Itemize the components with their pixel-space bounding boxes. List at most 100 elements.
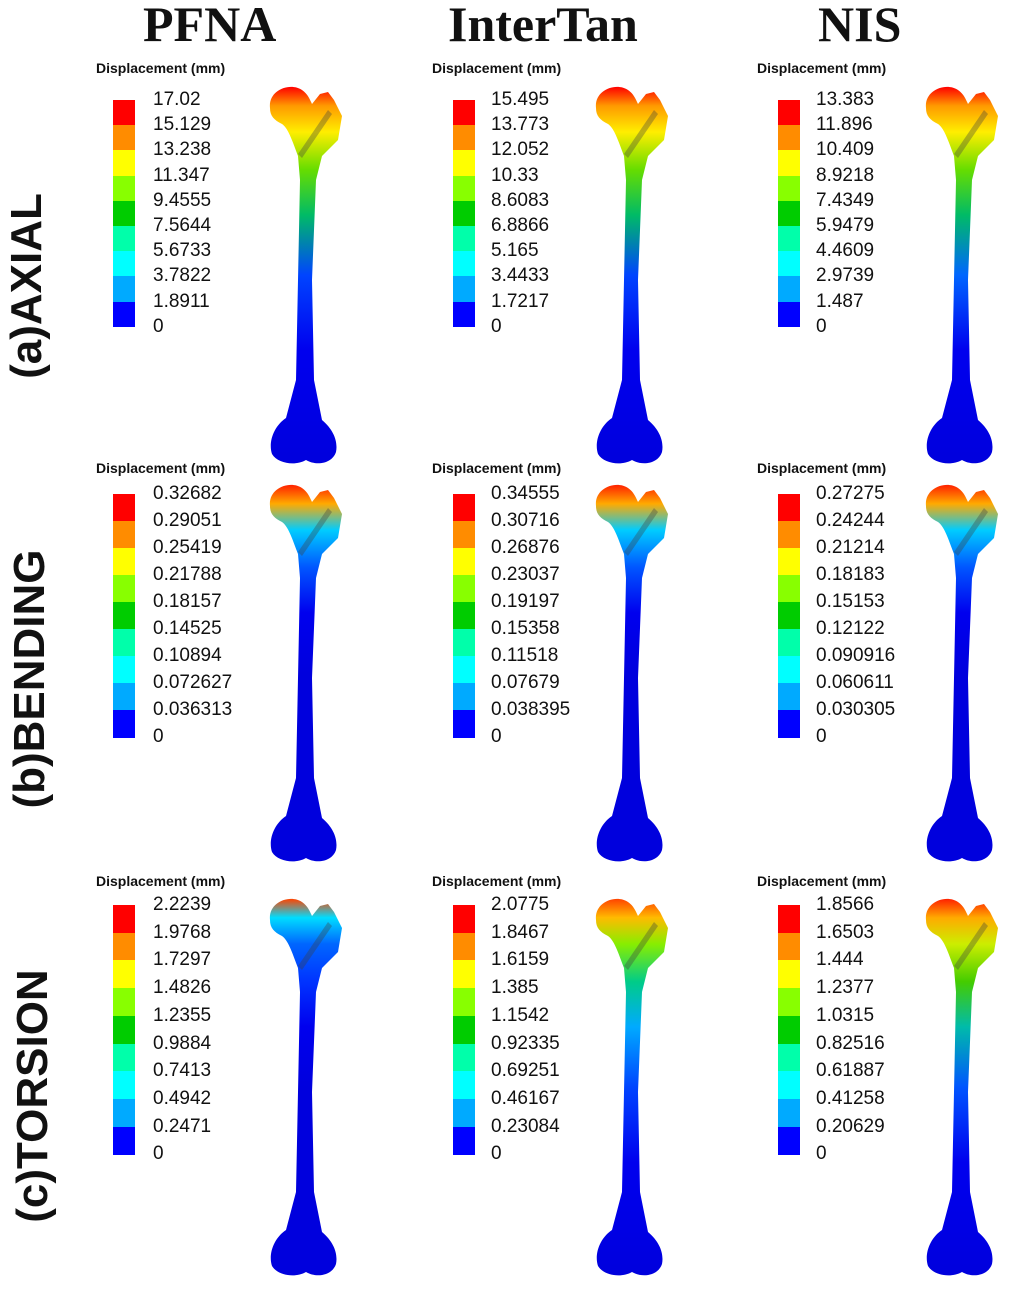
legend-tick-label: 8.9218: [816, 164, 875, 186]
legend-color-cell: [453, 301, 475, 328]
legend-tick-label: 0.7413: [153, 1060, 212, 1082]
legend-title: Displacement (mm): [96, 460, 226, 476]
legend-color-cell: [778, 575, 800, 603]
legend-color-cell: [778, 125, 800, 151]
implant-screw: [954, 110, 988, 158]
row-label-bending: (b)BENDING: [5, 549, 54, 809]
femur-surface: [595, 898, 668, 1276]
legend-color-cell: [113, 1015, 135, 1044]
legend-tick-label: 1.7217: [491, 290, 550, 312]
legend-color-cell: [453, 276, 475, 303]
legend-tick-label: 1.8911: [153, 290, 210, 312]
legend-tick-label: 8.6083: [491, 189, 550, 211]
legend-title: Displacement (mm): [757, 873, 887, 889]
column-title-intertan: InterTan: [448, 0, 638, 52]
legend-color-cell: [113, 960, 135, 989]
legend-color-cell: [113, 1071, 135, 1100]
femur-model: [595, 86, 668, 464]
row-label-axial: (a)AXIAL: [2, 193, 51, 379]
implant-screw: [954, 922, 988, 970]
legend-tick-label: 1.487: [816, 290, 864, 312]
legend-color-cell: [453, 125, 475, 151]
legend-color-cell: [113, 226, 135, 252]
legend-tick-label: 1.385: [491, 977, 539, 999]
legend-tick-label: 0.9884: [153, 1032, 212, 1054]
legend-color-cell: [453, 100, 475, 126]
legend-color-cell: [453, 602, 475, 630]
femur-displacement-contour: [588, 80, 678, 475]
legend-tick-label: 0.23037: [491, 564, 560, 585]
legend-color-cell: [113, 494, 135, 522]
legend-tick-label: 0.23084: [491, 1115, 560, 1137]
legend-tick-label: 0.15358: [491, 618, 560, 639]
legend-tick-label: 0.27275: [816, 483, 885, 504]
implant-screw: [624, 110, 658, 158]
legend-tick-label: 0.07679: [491, 672, 560, 693]
legend-tick-label: 10.409: [816, 139, 875, 161]
legend-color-cell: [453, 1043, 475, 1072]
legend-color-cell: [453, 251, 475, 277]
legend-color-cell: [778, 932, 800, 961]
femur-surface: [595, 86, 668, 464]
legend-tick-label: 0.19197: [491, 591, 560, 612]
legend-color-cell: [453, 1015, 475, 1044]
row-label-torsion: (c)TORSION: [8, 969, 57, 1223]
legend-color-cell: [113, 521, 135, 549]
femur-displacement-contour: [588, 478, 678, 873]
legend-color-cell: [778, 301, 800, 328]
femur-displacement-contour: [262, 478, 352, 873]
legend-tick-label: 1.1542: [491, 1004, 550, 1026]
legend-color-cell: [113, 548, 135, 576]
legend-color-cell: [453, 932, 475, 961]
implant-screw: [298, 922, 332, 970]
legend-title: Displacement (mm): [757, 460, 887, 476]
legend-color-cell: [113, 175, 135, 202]
legend-tick-label: 0.15153: [816, 591, 885, 612]
legend-color-cell: [778, 100, 800, 126]
color-legend-bar: [778, 905, 800, 1155]
legend-tick-label: 1.8467: [491, 921, 550, 943]
legend-title: Displacement (mm): [432, 60, 562, 76]
color-legend-bar: [453, 905, 475, 1155]
legend-color-cell: [453, 575, 475, 603]
legend-tick-label: 12.052: [491, 139, 550, 161]
femur-model: [595, 898, 668, 1276]
legend-color-cell: [778, 150, 800, 177]
legend-tick-label: 0.69251: [491, 1060, 560, 1082]
femur-model: [269, 898, 342, 1276]
femur-model: [925, 86, 998, 464]
legend-tick-label: 5.9479: [816, 215, 875, 236]
color-legend-bar: [778, 494, 800, 738]
legend-color-cell: [778, 683, 800, 711]
legend-color-cell: [453, 175, 475, 202]
legend-color-cell: [453, 150, 475, 177]
femur-surface: [595, 484, 668, 862]
legend-tick-label: 15.495: [491, 89, 550, 110]
legend-color-cell: [778, 226, 800, 252]
legend-tick-label: 0: [491, 315, 502, 337]
legend-color-cell: [113, 656, 135, 684]
legend-tick-label: 7.5644: [153, 215, 212, 236]
column-title-pfna: PFNA: [143, 0, 277, 52]
femur-model: [925, 484, 998, 862]
legend-tick-label: 0: [816, 726, 827, 747]
legend-color-cell: [453, 988, 475, 1017]
legend-color-cell: [778, 521, 800, 549]
legend-tick-label: 0.25419: [153, 537, 222, 558]
legend-title: Displacement (mm): [432, 873, 562, 889]
legend-color-cell: [778, 629, 800, 657]
legend-color-cell: [453, 629, 475, 657]
femur-displacement-contour: [262, 892, 352, 1287]
legend-color-cell: [113, 575, 135, 603]
legend-color-cell: [778, 656, 800, 684]
legend-tick-label: 1.7297: [153, 949, 212, 971]
legend-color-cell: [778, 276, 800, 303]
legend-color-cell: [453, 226, 475, 252]
color-legend-bar: [778, 100, 800, 328]
femur-model: [269, 86, 342, 464]
legend-color-cell: [453, 494, 475, 522]
legend-tick-label: 0.61887: [816, 1060, 885, 1082]
color-legend-bar: [113, 100, 135, 328]
legend-color-cell: [113, 100, 135, 126]
femur-displacement-contour: [262, 80, 352, 475]
